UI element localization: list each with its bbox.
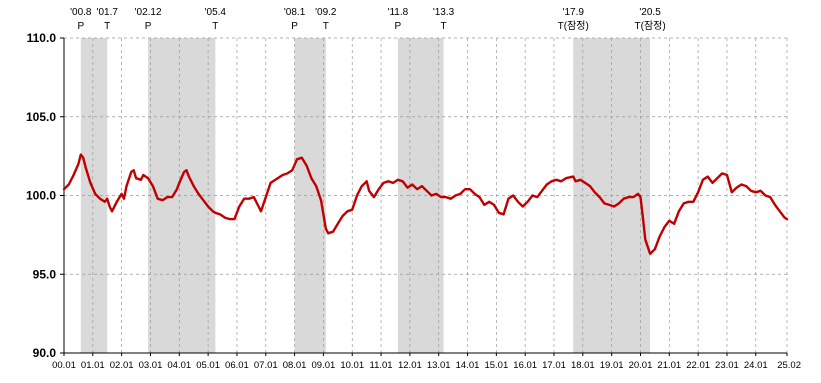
x-tick-label: 23.01 — [715, 360, 739, 371]
y-tick-label: 90.0 — [33, 346, 57, 360]
annotation-date-label: '05.4 — [205, 7, 227, 18]
annotation-date-label: '11.8 — [388, 7, 409, 18]
x-tick-label: 17.01 — [542, 360, 566, 371]
annotation-type-label: P — [291, 21, 298, 32]
annotation-date-label: '01.7 — [97, 7, 119, 18]
x-tick-label: 05.01 — [196, 360, 220, 371]
x-tick-label: 11.01 — [370, 360, 393, 371]
annotation-date-label: '00.8 — [70, 7, 92, 18]
annotation-date-label: '08.1 — [284, 7, 306, 18]
x-tick-label: 03.01 — [139, 360, 163, 371]
shaded-period — [148, 38, 216, 353]
x-tick-label: 08.01 — [283, 360, 307, 371]
y-tick-label: 100.0 — [26, 189, 56, 203]
x-tick-label: 14.01 — [456, 360, 480, 371]
x-tick-label: 13.01 — [427, 360, 451, 371]
x-tick-label: 20.01 — [629, 360, 653, 371]
annotation-type-label: T — [104, 21, 110, 32]
annotation-type-label: T — [323, 21, 329, 32]
annotation-date-label: '09.2 — [315, 7, 337, 18]
series-lines — [62, 153, 789, 255]
x-tick-label: 00.01 — [52, 360, 76, 371]
x-tick-label: 21.01 — [657, 360, 681, 371]
annotation-type-label: P — [77, 21, 84, 32]
x-tick-label: 16.01 — [513, 360, 537, 371]
annotation-type-label: T(잠정) — [635, 20, 666, 32]
y-axis-ticks: 110.0 105.0 100.0 95.0 90.0 — [26, 31, 64, 360]
y-tick-label: 105.0 — [26, 110, 56, 124]
x-tick-label: 25.02 — [777, 360, 801, 371]
x-tick-label: 09.01 — [312, 360, 336, 371]
annotation-date-label: '02.12 — [135, 7, 162, 18]
x-tick-label: 10.01 — [340, 360, 364, 371]
y-tick-label: 110.0 — [27, 31, 57, 45]
x-tick-label: 24.01 — [744, 360, 768, 371]
annotation-type-label: P — [395, 21, 402, 32]
annotation-type-label: T — [440, 21, 446, 32]
x-tick-label: 01.01 — [81, 360, 105, 371]
annotation-type-label: T — [212, 21, 218, 32]
x-tick-label: 19.01 — [600, 360, 624, 371]
annotation-date-label: '20.5 — [639, 7, 661, 18]
x-tick-label: 02.01 — [110, 360, 134, 371]
x-tick-label: 22.01 — [686, 360, 710, 371]
x-tick-label: 12.01 — [398, 360, 422, 371]
y-tick-label: 95.0 — [33, 267, 57, 281]
x-tick-label: 07.01 — [254, 360, 278, 371]
x-tick-label: 15.01 — [484, 360, 508, 371]
x-tick-label: 04.01 — [167, 360, 191, 371]
period-annotations: '00.8 P '01.7 T '02.12 P '05.4 T '08.1 P '09.2 T '11… — [70, 7, 666, 32]
annotation-date-label: '17.9 — [563, 7, 585, 18]
annotation-type-label: T(잠정) — [558, 20, 589, 32]
annotation-type-label: P — [145, 21, 152, 32]
x-axis-ticks: 00.01 01.01 02.01 03.01 04.01 05.01 06.01 07.01… — [52, 353, 801, 371]
x-tick-label: 18.01 — [571, 360, 595, 371]
series-line — [62, 153, 789, 255]
x-tick-label: 06.01 — [225, 360, 249, 371]
annotation-date-label: '13.3 — [433, 7, 455, 18]
